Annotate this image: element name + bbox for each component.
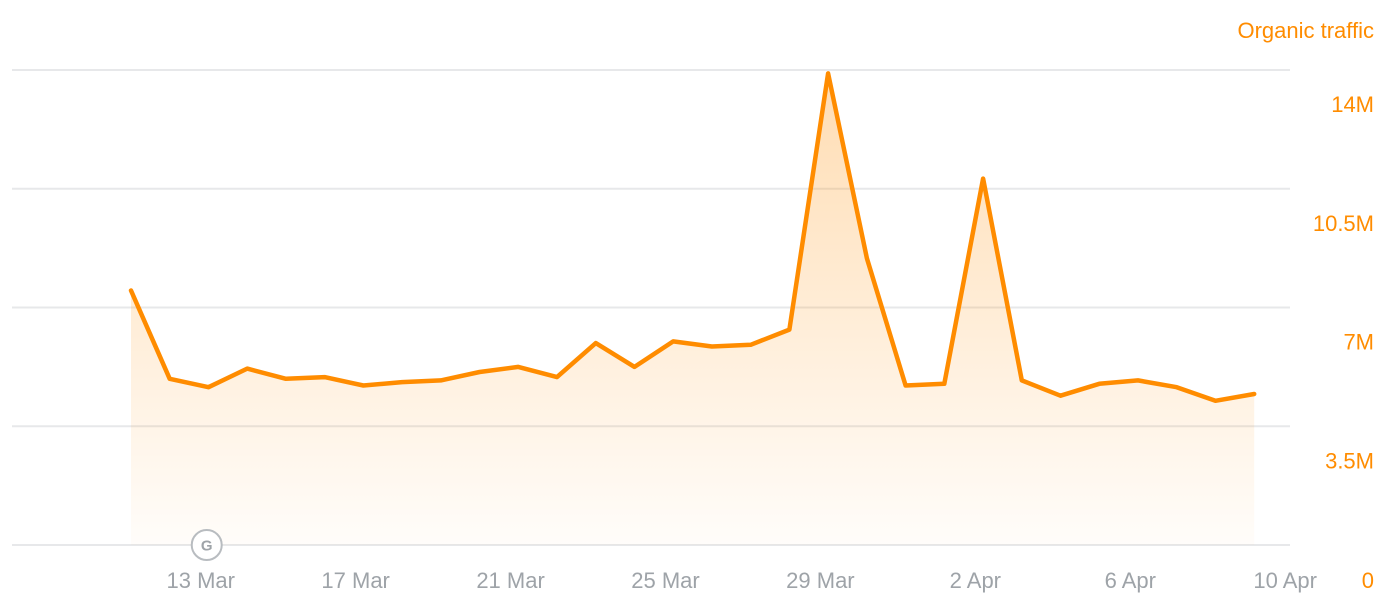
- y-tick-label: 7M: [1343, 330, 1374, 355]
- data-point[interactable]: [244, 366, 250, 372]
- data-point[interactable]: [322, 374, 328, 380]
- x-tick-label: 6 Apr: [1105, 568, 1156, 593]
- data-point[interactable]: [903, 383, 909, 389]
- data-point[interactable]: [1019, 377, 1025, 383]
- data-point[interactable]: [709, 344, 715, 350]
- series-line: [128, 71, 1257, 404]
- x-tick-label: 10 Apr: [1253, 568, 1317, 593]
- google-update-marker-icon[interactable]: G: [190, 529, 223, 561]
- data-point[interactable]: [1135, 377, 1141, 383]
- data-point[interactable]: [205, 384, 211, 390]
- data-point[interactable]: [1096, 381, 1102, 387]
- marker-circle: [190, 529, 223, 561]
- series-title: Organic traffic: [1237, 18, 1374, 43]
- y-tick-label: 0: [1362, 568, 1374, 593]
- x-tick-label: 29 Mar: [786, 568, 854, 593]
- data-point[interactable]: [670, 338, 676, 344]
- data-point[interactable]: [825, 70, 831, 76]
- data-point[interactable]: [128, 288, 134, 294]
- data-point[interactable]: [1212, 398, 1218, 404]
- data-point[interactable]: [283, 376, 289, 382]
- x-axis: 13 Mar 17 Mar 21 Mar 25 Mar 29 Mar 2 Apr 6 Apr…: [166, 568, 1316, 593]
- x-tick-label: 25 Mar: [631, 568, 699, 593]
- annotation-layer: G: [190, 529, 223, 561]
- data-point[interactable]: [864, 255, 870, 261]
- series-layer: [128, 70, 1257, 546]
- x-tick-label: 21 Mar: [476, 568, 544, 593]
- data-point[interactable]: [631, 364, 637, 370]
- x-tick-label: 2 Apr: [950, 568, 1001, 593]
- data-point[interactable]: [167, 376, 173, 382]
- data-point[interactable]: [1058, 393, 1064, 399]
- data-point[interactable]: [980, 176, 986, 182]
- data-point[interactable]: [515, 364, 521, 370]
- data-point[interactable]: [593, 340, 599, 346]
- y-axis: 0 3.5M 7M 10.5M 14M: [1313, 92, 1374, 593]
- y-tick-label: 3.5M: [1325, 448, 1374, 473]
- y-tick-label: 14M: [1331, 92, 1374, 117]
- marker-label: G: [201, 538, 213, 555]
- data-point[interactable]: [399, 379, 405, 385]
- data-point[interactable]: [786, 327, 792, 333]
- data-point[interactable]: [554, 374, 560, 380]
- data-point[interactable]: [1251, 391, 1257, 397]
- y-tick-label: 10.5M: [1313, 211, 1374, 236]
- data-point[interactable]: [477, 369, 483, 375]
- x-tick-label: 13 Mar: [166, 568, 234, 593]
- data-point[interactable]: [941, 381, 947, 387]
- data-point[interactable]: [360, 383, 366, 389]
- data-point[interactable]: [438, 377, 444, 383]
- data-point[interactable]: [1174, 384, 1180, 390]
- data-point[interactable]: [748, 342, 754, 348]
- x-tick-label: 17 Mar: [321, 568, 389, 593]
- series-area: [131, 73, 1255, 546]
